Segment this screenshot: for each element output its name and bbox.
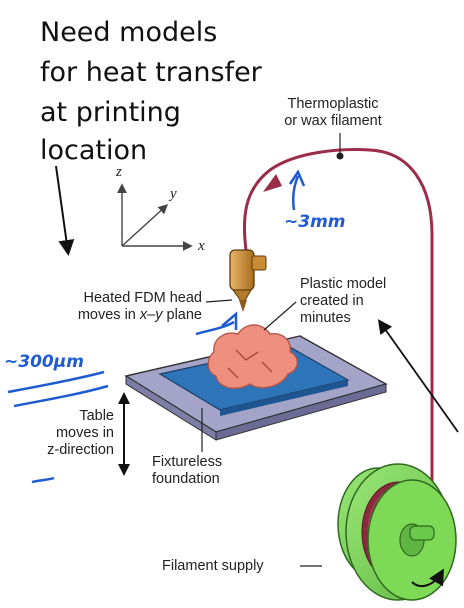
annotation-line-1: Need models — [40, 17, 218, 48]
head-label-line-2-axes: x–y — [139, 307, 163, 323]
handwritten-head-size: ~300µm — [4, 352, 84, 372]
table-motion-arrow — [118, 392, 130, 476]
filament-supply-label: Filament supply — [162, 558, 264, 574]
head-label-leader — [205, 299, 233, 303]
annotation-line-4: location — [40, 135, 148, 166]
foundation-label-line-2: foundation — [152, 471, 220, 487]
axes-triad — [117, 183, 193, 251]
annotation-line-3: at printing — [40, 97, 181, 128]
axis-label-y: y — [170, 186, 177, 202]
table-label-line-1: Table — [79, 408, 114, 424]
model-label-leader — [263, 301, 297, 331]
filament-direction-arrow — [263, 174, 282, 192]
foundation-block-side — [220, 380, 348, 416]
handwritten-filament-size: ~3mm — [284, 212, 346, 232]
model-label-line-1: Plastic model — [300, 276, 387, 292]
handwritten-arrow-filament — [291, 175, 300, 211]
fdm-head — [229, 249, 267, 312]
annotation-line-2: for heat transfer — [40, 57, 262, 88]
table-edge-right — [215, 383, 387, 441]
model-annotation-arrow — [377, 319, 459, 433]
head-label-line-2-post: plane — [162, 307, 203, 323]
filament-label-line-2: or wax filament — [284, 113, 382, 129]
model-label-line-3: minutes — [300, 310, 351, 326]
table-label-line-2: moves in — [55, 425, 114, 441]
annotation-arrow — [55, 165, 75, 256]
printed-part — [207, 324, 298, 389]
handwritten-underline-z — [31, 476, 55, 484]
axis-label-x: x — [198, 238, 205, 254]
model-label-line-2: created in — [300, 293, 364, 309]
head-label-line-1: Heated FDM head — [83, 290, 202, 306]
filament-spool — [337, 463, 457, 601]
head-label-line-2: moves in x–y plane — [30, 307, 202, 324]
handwritten-arrowhead-filament — [288, 169, 306, 187]
axis-label-z: z — [116, 164, 122, 180]
filament-tube — [242, 148, 434, 500]
foundation-label-line-1: Fixtureless — [152, 454, 223, 470]
handwritten-underline-head — [195, 320, 235, 336]
printed-part-detail — [227, 349, 273, 379]
handwritten-scribble-left — [7, 370, 109, 408]
head-label-line-2-pre: moves in — [77, 307, 140, 323]
handwritten-arrow-head-size — [221, 311, 238, 330]
table-label-line-3: z-direction — [47, 442, 114, 458]
filament-label-line-1: Thermoplastic — [287, 96, 379, 112]
